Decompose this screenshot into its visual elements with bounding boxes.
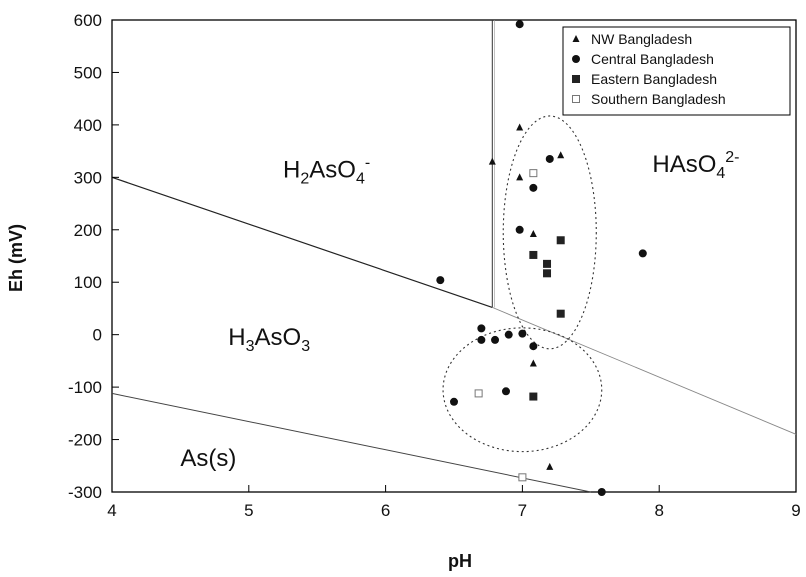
central-bangladesh-point: [477, 324, 486, 333]
y-tick-label: -200: [68, 431, 102, 450]
y-tick-label: 0: [93, 326, 102, 345]
region-label: As(s): [180, 445, 236, 472]
nw-bangladesh-point: [529, 229, 537, 237]
y-tick-label: -100: [68, 378, 102, 397]
central-bangladesh-point: [597, 488, 606, 496]
central-bangladesh-point: [529, 183, 538, 192]
region-label: H3AsO3: [228, 324, 310, 355]
eastern-bangladesh-point: [543, 259, 552, 268]
central-bangladesh-point: [450, 397, 458, 406]
plot-area-frame: [111, 19, 797, 493]
x-tick-label: 8: [654, 501, 663, 520]
central-bangladesh-point: [491, 335, 500, 344]
central-bangladesh-point: [529, 342, 538, 351]
stability-boundary-line: [492, 306, 797, 435]
x-tick-label: 7: [518, 501, 527, 520]
nw-bangladesh-point: [529, 359, 537, 367]
nw-bangladesh-point: [488, 157, 496, 165]
y-tick-label: -300: [68, 483, 102, 502]
x-tick-label: 9: [791, 501, 800, 520]
nw-bangladesh-point: [516, 123, 524, 131]
region-label: HAsO42-: [652, 149, 739, 182]
y-tick-label: 200: [74, 221, 102, 240]
legend-marker: [572, 75, 580, 83]
nw-bangladesh-point: [557, 151, 565, 159]
central-bangladesh-point: [545, 154, 554, 163]
nw-bangladesh-point: [546, 462, 554, 470]
southern-bangladesh-point: [474, 389, 483, 398]
eastern-bangladesh-point: [543, 269, 552, 278]
region-label: H2AsO4-: [283, 154, 370, 187]
central-bangladesh-point: [638, 249, 647, 258]
nw-bangladesh-point: [516, 173, 524, 181]
legend-entry-label: Central Bangladesh: [591, 51, 714, 67]
y-tick-label: 400: [74, 116, 102, 135]
southern-bangladesh-point: [518, 473, 527, 482]
legend-marker: [572, 55, 580, 63]
legend-marker: [572, 35, 580, 42]
y-tick-label: 100: [74, 273, 102, 292]
central-bangladesh-point: [504, 330, 513, 339]
y-tick-label: 500: [74, 63, 102, 82]
x-axis-title: pH: [448, 551, 472, 571]
y-tick-label: 300: [74, 168, 102, 187]
cluster-ellipse: [442, 327, 603, 453]
y-tick-label: 600: [74, 11, 102, 30]
x-tick-label: 6: [381, 501, 390, 520]
central-bangladesh-point: [501, 387, 510, 396]
eastern-bangladesh-point: [556, 309, 565, 318]
cluster-ellipse: [502, 115, 597, 350]
stability-boundary-line: [111, 392, 591, 493]
central-bangladesh-point: [515, 225, 524, 234]
central-bangladesh-point: [518, 329, 527, 338]
central-bangladesh-point: [436, 276, 445, 285]
stability-boundary-line: [111, 176, 493, 308]
eastern-bangladesh-point: [529, 250, 538, 259]
legend-entry-label: NW Bangladesh: [591, 31, 692, 47]
southern-bangladesh-point: [529, 169, 538, 178]
central-bangladesh-point: [477, 335, 486, 344]
legend-entry-label: Southern Bangladesh: [591, 91, 726, 107]
eastern-bangladesh-point: [556, 236, 565, 245]
central-bangladesh-point: [515, 20, 524, 29]
legend-entry-label: Eastern Bangladesh: [591, 71, 717, 87]
legend-marker: [572, 95, 580, 103]
legend-box: [562, 26, 791, 116]
eastern-bangladesh-point: [529, 392, 538, 401]
y-axis-title: Eh (mV): [6, 224, 26, 292]
x-tick-label: 5: [244, 501, 253, 520]
x-tick-label: 4: [107, 501, 116, 520]
